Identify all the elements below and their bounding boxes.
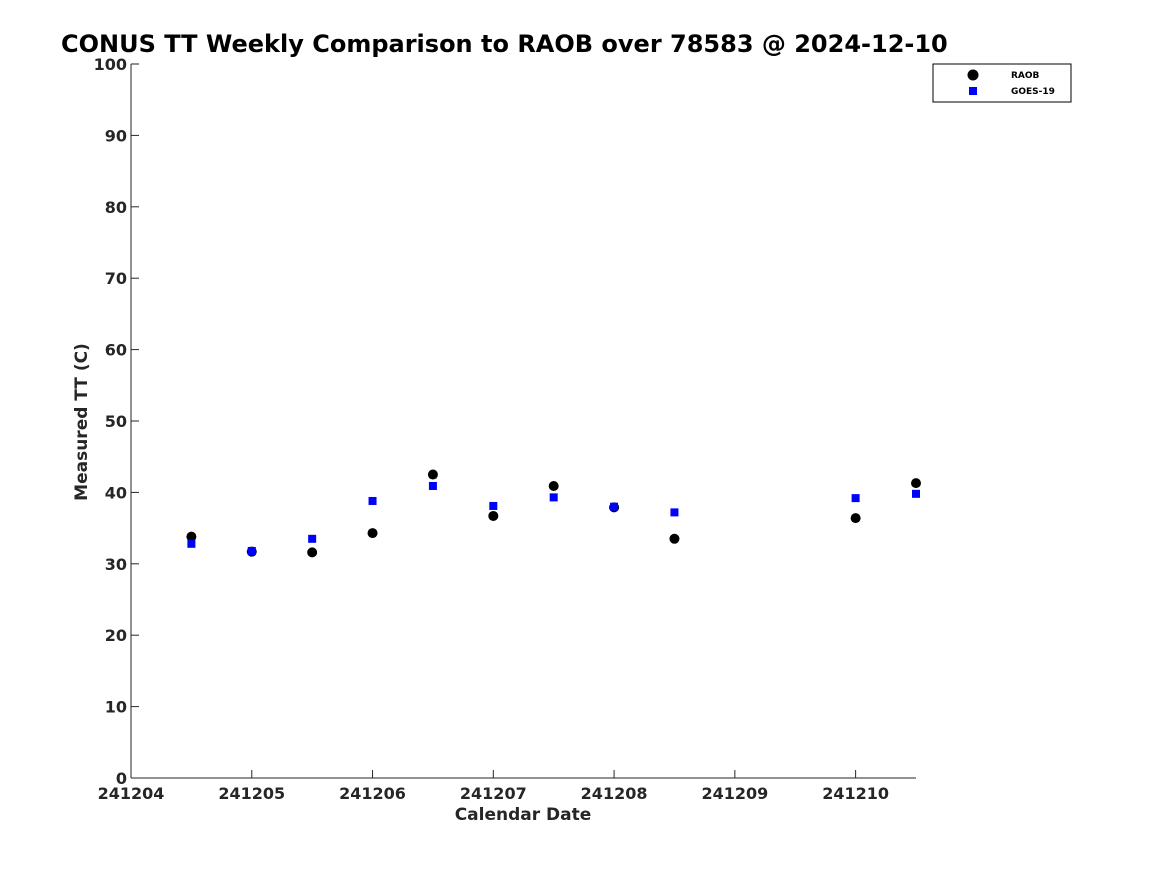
goes19-point	[851, 494, 860, 503]
raob-point	[307, 547, 318, 558]
raob-point	[367, 528, 378, 539]
raob-point	[186, 531, 197, 542]
x-tick-label: 241206	[339, 784, 406, 803]
goes19-point	[368, 496, 377, 505]
data-points	[186, 469, 921, 558]
legend-goes19-label: GOES-19	[1011, 87, 1055, 97]
y-axis-label: Measured TT (C)	[72, 343, 92, 501]
raob-point	[548, 480, 559, 491]
legend-raob-marker	[967, 69, 979, 81]
raob-point	[669, 533, 680, 544]
x-ticks: 241204 241205 241206 241207 241208 241209 2412…	[98, 770, 889, 803]
legend: RAOB GOES-19	[932, 63, 1072, 103]
y-tick-label: 70	[105, 269, 127, 288]
goes19-point	[610, 502, 619, 511]
x-axis-label: Calendar Date	[455, 805, 592, 825]
y-tick-label: 50	[105, 412, 127, 431]
goes19-point	[670, 508, 679, 517]
y-tick-label: 20	[105, 626, 127, 645]
chart-title: CONUS TT Weekly Comparison to RAOB over …	[61, 30, 948, 58]
y-ticks: 0 10 20 30 40 50 60 70 80 90 100	[94, 55, 139, 788]
x-tick-label: 241207	[460, 784, 527, 803]
y-tick-label: 60	[105, 341, 127, 360]
goes19-point	[247, 546, 256, 555]
x-tick-label: 241205	[218, 784, 285, 803]
x-tick-label: 241208	[581, 784, 648, 803]
x-tick-label: 241204	[98, 784, 165, 803]
y-tick-label: 100	[94, 55, 127, 74]
y-tick-label: 80	[105, 198, 127, 217]
y-tick-label: 90	[105, 126, 127, 145]
raob-point	[427, 469, 438, 480]
y-tick-label: 30	[105, 555, 127, 574]
legend-goes19-marker	[969, 87, 977, 95]
raob-point	[850, 513, 861, 524]
goes19-point	[428, 481, 437, 490]
goes19-point	[489, 501, 498, 510]
raob-point	[488, 510, 499, 521]
goes19-point	[912, 489, 920, 498]
goes19-point	[187, 539, 196, 548]
legend-raob-label: RAOB	[1011, 71, 1040, 81]
goes19-point	[308, 534, 317, 543]
y-tick-label: 10	[105, 698, 127, 717]
x-tick-label: 241210	[822, 784, 889, 803]
goes19-point	[549, 493, 558, 502]
legend-box	[932, 63, 1072, 103]
x-tick-label: 241209	[701, 784, 768, 803]
y-tick-label: 0	[116, 769, 127, 788]
y-tick-label: 40	[105, 483, 127, 502]
raob-point	[911, 478, 921, 489]
